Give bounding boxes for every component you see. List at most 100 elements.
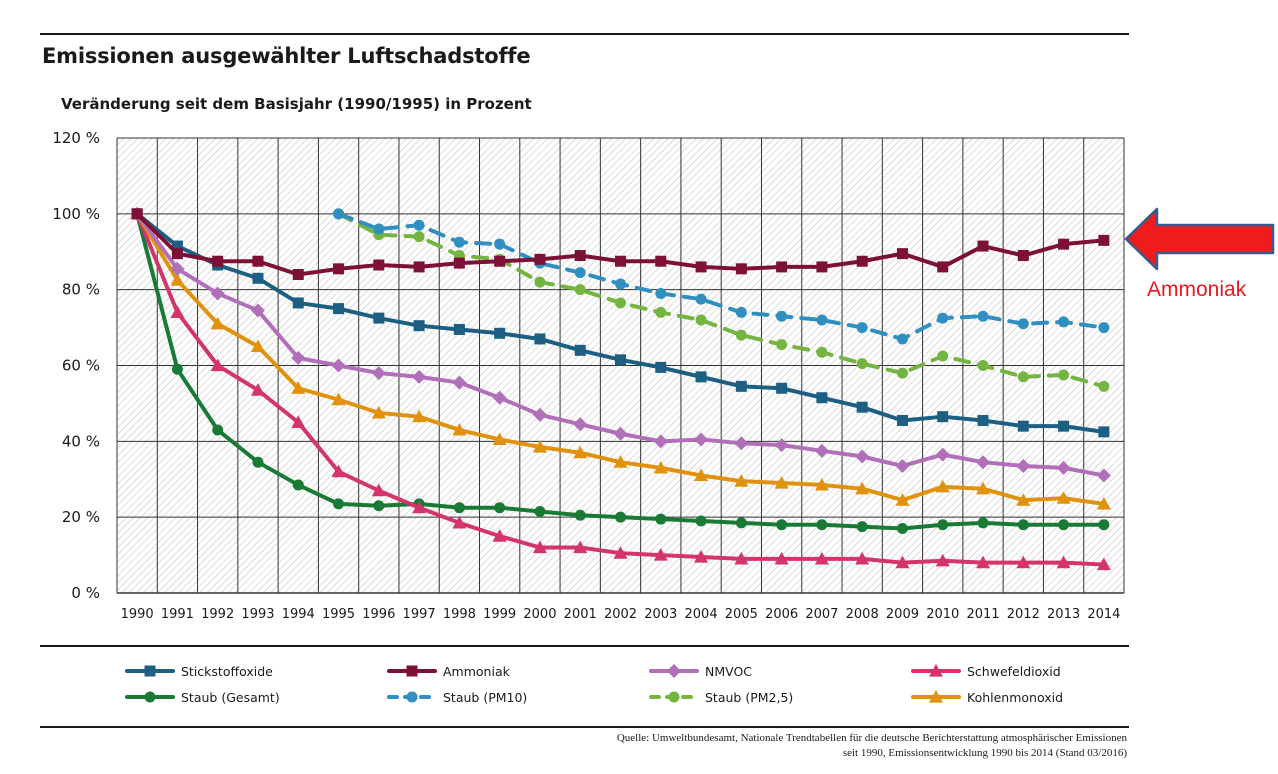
legend: Stickstoffoxide Ammoniak NMVOC Schwefeldiox…	[125, 664, 1063, 705]
data-point	[613, 455, 628, 468]
source-line-2: seit 1990, Emissionsentwicklung 1990 bis…	[842, 747, 1127, 759]
x-tick-label: 2007	[805, 607, 838, 622]
data-point	[856, 358, 868, 370]
series-kohlenmonoxid	[130, 206, 1111, 510]
data-point	[976, 555, 991, 569]
y-tick-label: 100 %	[52, 205, 100, 223]
data-point	[856, 521, 868, 533]
data-point	[534, 505, 546, 517]
legend-entry: Stickstoffoxide	[125, 664, 273, 679]
legend-marker	[144, 691, 156, 703]
series-lines	[130, 206, 1111, 571]
data-point	[210, 286, 225, 301]
data-point	[856, 401, 868, 413]
legend-marker	[667, 664, 681, 678]
legend-marker	[406, 665, 418, 677]
data-point	[735, 380, 747, 392]
data-point	[373, 500, 385, 512]
legend-top-rule	[40, 645, 1129, 647]
data-point	[855, 481, 870, 495]
data-point	[573, 445, 588, 459]
data-point	[814, 443, 829, 458]
series-staub-gesamt	[131, 208, 1110, 535]
data-point	[1058, 369, 1070, 381]
data-point	[935, 553, 950, 567]
data-point	[492, 432, 507, 446]
x-tick-label: 2008	[846, 607, 879, 622]
data-point	[453, 257, 465, 269]
data-point	[896, 248, 908, 260]
legend-entry: Staub (PM2,5)	[649, 690, 793, 705]
y-axis-ticks: 0 % 20 % 40 % 60 % 80 % 100 % 120 %	[52, 129, 100, 602]
data-point	[331, 464, 346, 478]
x-tick-label: 2011	[966, 607, 999, 622]
data-point	[1058, 420, 1070, 432]
x-axis-ticks: 1990 1991 1992 1993 1994 1995 1996 1997 1998 1999…	[121, 607, 1121, 622]
data-point	[976, 481, 991, 495]
data-point	[814, 551, 829, 565]
data-point	[1016, 493, 1031, 506]
legend-label: Stickstoffoxide	[181, 664, 273, 679]
data-point	[935, 447, 950, 462]
data-point	[695, 515, 707, 527]
data-point	[816, 314, 828, 326]
data-point	[735, 263, 747, 275]
data-point	[937, 350, 949, 362]
data-point	[131, 208, 143, 220]
legend-label: Schwefeldioxid	[967, 664, 1061, 679]
data-point	[494, 502, 506, 514]
data-point	[291, 415, 306, 428]
top-rule	[40, 33, 1129, 35]
data-point	[412, 369, 427, 384]
data-point	[1016, 458, 1031, 473]
data-point	[977, 240, 989, 252]
data-point	[613, 546, 628, 559]
data-point	[776, 261, 788, 273]
data-point	[252, 255, 264, 267]
legend-label: Staub (PM2,5)	[705, 690, 793, 705]
data-point	[896, 367, 908, 379]
source-line-1: Quelle: Umweltbundesamt, Nationale Trend…	[616, 732, 1127, 744]
data-point	[976, 455, 991, 470]
y-tick-label: 40 %	[62, 432, 100, 450]
x-tick-label: 2005	[725, 607, 758, 622]
data-point	[615, 278, 626, 290]
data-point	[413, 261, 425, 273]
data-point	[574, 344, 586, 356]
data-point	[774, 476, 789, 489]
data-point	[1017, 519, 1029, 531]
data-point	[413, 231, 425, 243]
red-arrow-shape	[1124, 207, 1275, 271]
data-point	[453, 236, 465, 248]
legend-entry: Ammoniak	[387, 664, 511, 679]
source-note: Quelle: Umweltbundesamt, Nationale Trend…	[617, 731, 1127, 761]
data-point	[452, 422, 467, 436]
legend-label: Ammoniak	[443, 664, 511, 679]
data-point	[331, 392, 346, 406]
data-point	[937, 411, 949, 423]
data-point	[373, 223, 385, 235]
data-point	[534, 333, 546, 345]
y-tick-label: 80 %	[62, 281, 100, 299]
data-point	[532, 407, 547, 422]
data-point	[694, 432, 709, 447]
data-point	[734, 551, 749, 565]
data-point	[814, 477, 829, 491]
data-point	[532, 440, 547, 453]
data-point	[333, 208, 345, 220]
legend-entry: NMVOC	[649, 664, 752, 679]
data-point	[776, 382, 788, 394]
x-tick-label: 2014	[1087, 607, 1120, 622]
data-point	[856, 322, 868, 334]
data-point	[655, 255, 667, 267]
data-point	[694, 549, 709, 563]
chart-title: Emissionen ausgewählter Luftschadstoffe	[42, 44, 531, 68]
data-point	[291, 350, 306, 365]
data-point	[170, 261, 185, 276]
legend-label: Staub (PM10)	[443, 690, 527, 705]
x-tick-label: 2009	[886, 607, 919, 622]
data-point	[655, 306, 667, 318]
data-point	[1058, 238, 1070, 250]
data-point	[695, 261, 707, 273]
data-point	[291, 381, 306, 394]
